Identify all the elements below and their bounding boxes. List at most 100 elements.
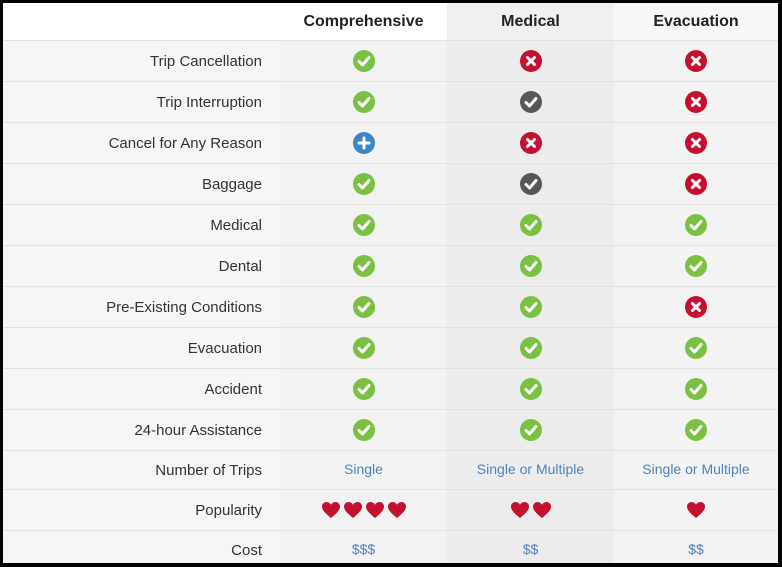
coverage-cell-medical <box>447 122 614 164</box>
row-label: Number of Trips <box>3 450 280 490</box>
x-red-icon <box>519 50 542 72</box>
check-gray-icon <box>519 91 542 113</box>
table-row: Pre-Existing Conditions <box>3 286 778 328</box>
coverage-cell-evacuation <box>614 204 778 246</box>
coverage-cell-comprehensive <box>280 409 447 451</box>
coverage-cell-medical <box>447 163 614 205</box>
check-green-icon <box>519 255 542 277</box>
coverage-cell-medical <box>447 204 614 246</box>
row-label: Pre-Existing Conditions <box>3 286 280 328</box>
check-green-icon <box>685 214 707 236</box>
coverage-cell-evacuation <box>614 409 778 451</box>
check-green-icon <box>352 337 375 359</box>
trips-cell-evacuation: Single or Multiple <box>614 450 778 490</box>
trips-value: Single or Multiple <box>476 461 585 477</box>
check-gray-icon <box>519 173 542 195</box>
coverage-cell-evacuation <box>614 286 778 328</box>
row-label: Cost <box>3 530 280 563</box>
plus-blue-icon <box>352 132 375 154</box>
table-row: Medical <box>3 204 778 246</box>
cost-row: Cost $$$ $$ $$ <box>3 530 778 563</box>
column-header-comprehensive: Comprehensive <box>280 3 447 41</box>
table-row: Accident <box>3 368 778 410</box>
coverage-cell-evacuation <box>614 40 778 82</box>
coverage-cell-medical <box>447 81 614 123</box>
row-label: Baggage <box>3 163 280 205</box>
check-green-icon <box>519 378 542 400</box>
table-row: Trip Cancellation <box>3 40 778 82</box>
heart-icon <box>532 501 552 519</box>
coverage-cell-medical <box>447 409 614 451</box>
row-label: Cancel for Any Reason <box>3 122 280 164</box>
trips-row: Number of Trips Single Single or Multiple S… <box>3 450 778 490</box>
comparison-body: Trip Cancellation Trip Interruption Cancel… <box>3 40 778 563</box>
x-red-icon <box>685 173 707 195</box>
trips-cell-medical: Single or Multiple <box>447 450 614 490</box>
coverage-cell-comprehensive <box>280 122 447 164</box>
cost-cell-comprehensive: $$$ <box>280 530 447 563</box>
heart-icon <box>365 501 385 519</box>
coverage-cell-comprehensive <box>280 368 447 410</box>
coverage-cell-evacuation <box>614 245 778 287</box>
check-green-icon <box>685 255 707 277</box>
check-green-icon <box>352 419 375 441</box>
check-green-icon <box>685 419 707 441</box>
row-label: Accident <box>3 368 280 410</box>
column-header-evacuation: Evacuation <box>614 3 778 41</box>
header-row: Comprehensive Medical Evacuation <box>3 3 778 41</box>
coverage-cell-medical <box>447 368 614 410</box>
header-corner <box>3 3 280 41</box>
check-green-icon <box>352 214 375 236</box>
row-label: 24-hour Assistance <box>3 409 280 451</box>
row-label: Trip Interruption <box>3 81 280 123</box>
table-row: Dental <box>3 245 778 287</box>
cost-value: $$ <box>688 541 704 557</box>
trips-value: Single <box>344 461 383 477</box>
plan-comparison-table: Comprehensive Medical Evacuation Trip Ca… <box>3 3 778 563</box>
x-red-icon <box>685 296 707 318</box>
row-label: Medical <box>3 204 280 246</box>
coverage-cell-evacuation <box>614 327 778 369</box>
coverage-cell-comprehensive <box>280 245 447 287</box>
x-red-icon <box>519 132 542 154</box>
check-green-icon <box>352 173 375 195</box>
cost-value: $$ <box>522 541 539 557</box>
check-green-icon <box>352 255 375 277</box>
column-header-medical: Medical <box>447 3 614 41</box>
heart-icon <box>387 501 407 519</box>
coverage-cell-comprehensive <box>280 204 447 246</box>
coverage-cell-medical <box>447 245 614 287</box>
check-green-icon <box>685 337 707 359</box>
cost-value: $$$ <box>351 541 376 557</box>
row-label: Dental <box>3 245 280 287</box>
row-label: Popularity <box>3 489 280 531</box>
table-row: Trip Interruption <box>3 81 778 123</box>
coverage-cell-comprehensive <box>280 81 447 123</box>
cost-cell-medical: $$ <box>447 530 614 563</box>
check-green-icon <box>519 419 542 441</box>
check-green-icon <box>352 378 375 400</box>
row-label: Evacuation <box>3 327 280 369</box>
table-row: 24-hour Assistance <box>3 409 778 451</box>
coverage-cell-evacuation <box>614 81 778 123</box>
check-green-icon <box>352 91 375 113</box>
popularity-cell-medical <box>447 489 614 531</box>
trips-value: Single or Multiple <box>642 461 750 477</box>
heart-icon <box>510 501 530 519</box>
check-green-icon <box>519 214 542 236</box>
coverage-cell-medical <box>447 327 614 369</box>
coverage-cell-medical <box>447 40 614 82</box>
trips-cell-comprehensive: Single <box>280 450 447 490</box>
table-row: Evacuation <box>3 327 778 369</box>
coverage-cell-evacuation <box>614 122 778 164</box>
coverage-cell-comprehensive <box>280 286 447 328</box>
coverage-cell-comprehensive <box>280 40 447 82</box>
coverage-cell-evacuation <box>614 368 778 410</box>
popularity-cell-comprehensive <box>280 489 447 531</box>
coverage-cell-comprehensive <box>280 327 447 369</box>
x-red-icon <box>685 132 707 154</box>
x-red-icon <box>685 91 707 113</box>
table-row: Baggage <box>3 163 778 205</box>
x-red-icon <box>685 50 707 72</box>
check-green-icon <box>519 296 542 318</box>
